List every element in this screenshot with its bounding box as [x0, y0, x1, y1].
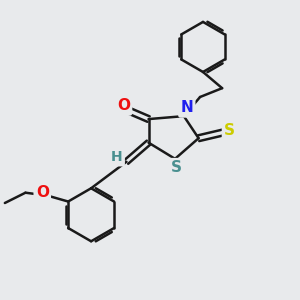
Text: S: S [171, 160, 182, 175]
Text: S: S [224, 123, 235, 138]
Text: O: O [117, 98, 130, 113]
Text: N: N [180, 100, 193, 116]
Text: H: H [111, 150, 123, 164]
Text: O: O [36, 185, 49, 200]
